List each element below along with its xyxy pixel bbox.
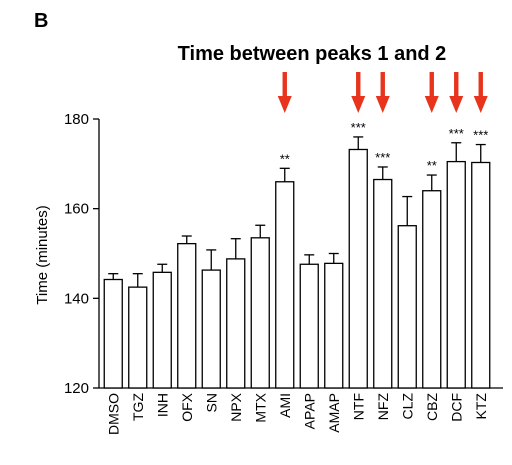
- y-ticks: 120 140 160 180: [64, 111, 99, 397]
- highlight-arrow-icon: [277, 72, 292, 113]
- error-bars: [108, 136, 486, 288]
- chart-title: Time between peaks 1 and 2: [178, 43, 447, 65]
- significance-label: ***: [473, 128, 488, 143]
- x-tick-label: CLZ: [399, 393, 415, 420]
- x-tick-label: SN: [203, 393, 219, 412]
- panel-label: B: [34, 10, 48, 32]
- significance-label: **: [280, 151, 290, 166]
- x-tick-label: DMSO: [105, 393, 121, 435]
- bar-cbz: [422, 190, 442, 389]
- x-tick-label: MTX: [252, 392, 268, 422]
- significance-label: ***: [375, 150, 390, 165]
- x-tick-label: NFZ: [375, 393, 391, 421]
- bar-amap: [324, 262, 344, 389]
- bar-clz: [397, 225, 417, 389]
- bar-ktz: [471, 161, 491, 389]
- significance-labels: ************* ***: [280, 120, 489, 173]
- bar-dmso: [103, 278, 123, 389]
- y-tick-label: 140: [64, 290, 89, 307]
- bar-ami: [275, 181, 295, 389]
- highlight-arrow-icon: [473, 72, 488, 113]
- x-tick-label: NPX: [228, 392, 244, 421]
- x-tick-label: OFX: [179, 392, 195, 421]
- x-tick-label: AMI: [277, 393, 293, 418]
- x-tick-label: INH: [154, 393, 170, 417]
- y-tick-label: 120: [64, 380, 89, 397]
- significance-label: ***: [449, 126, 464, 141]
- y-axis-label: Time (minutes): [34, 205, 51, 304]
- highlight-arrow-icon: [375, 72, 390, 113]
- bars: [103, 148, 491, 389]
- x-tick-label: NTF: [350, 393, 366, 420]
- y-tick-label: 160: [64, 201, 89, 218]
- bar-inh: [152, 271, 172, 389]
- bar-mtx: [250, 237, 270, 389]
- bar-ntf: [348, 148, 368, 389]
- x-tick-label: KTZ: [473, 393, 489, 420]
- highlight-arrow-icon: [449, 72, 464, 113]
- bar-tgz: [128, 286, 148, 389]
- x-tick-label: CBZ: [424, 393, 440, 421]
- significance-label: ***: [351, 120, 366, 135]
- category-labels: DMSO TGZ INH OFX SN NPX MTX AMI APAP AMAP NTF NFZ CL…: [105, 392, 489, 435]
- significance-label: **: [427, 158, 437, 173]
- x-tick-label: TGZ: [130, 393, 146, 421]
- highlight-arrow-icon: [424, 72, 439, 113]
- bar-nfz: [373, 178, 393, 389]
- x-tick-label: DCF: [448, 393, 464, 422]
- bar-sn: [201, 269, 221, 389]
- bar-npx: [226, 258, 246, 389]
- bar-ofx: [177, 242, 197, 389]
- bar-dcf: [446, 160, 466, 389]
- highlight-arrow-icon: [351, 72, 366, 113]
- x-tick-label: AMAP: [326, 393, 342, 433]
- highlight-arrows: [277, 72, 488, 113]
- bar-apap: [299, 263, 319, 389]
- y-tick-label: 180: [64, 111, 89, 128]
- x-tick-label: APAP: [301, 393, 317, 429]
